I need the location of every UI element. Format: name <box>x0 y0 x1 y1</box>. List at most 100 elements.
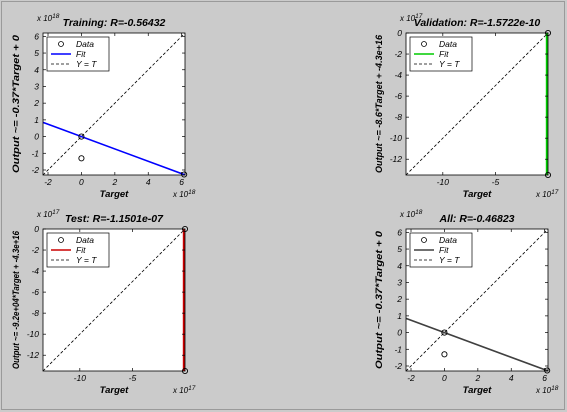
legend-label: Y = T <box>439 255 460 265</box>
y-multiplier: x 1017 <box>399 13 423 23</box>
y-axis-label: Output ~= -8.6*Target + -4.3e+16 <box>374 34 385 173</box>
axes-box <box>42 32 186 176</box>
x-axis-label: Target <box>463 385 493 396</box>
y-multiplier-base: x 10 <box>399 14 416 23</box>
plot-content <box>406 229 548 371</box>
fit-line <box>406 317 548 371</box>
y-multiplier-exp: 17 <box>52 209 60 216</box>
y-tick-label: 1 <box>34 115 39 125</box>
plot-content <box>406 33 548 175</box>
identity-line <box>43 229 185 371</box>
y-multiplier-base: x 10 <box>36 210 53 219</box>
x-tick-label: 4 <box>509 373 514 383</box>
legend-label: Data <box>76 39 94 49</box>
legend-data-symbol <box>421 41 427 47</box>
axes-box <box>405 32 549 176</box>
x-tick-label: -10 <box>74 373 87 383</box>
chart-title: Training: R=-0.56432 <box>63 17 166 29</box>
x-multiplier-base: x 10 <box>535 386 552 395</box>
x-multiplier-base: x 10 <box>172 190 189 199</box>
legend-label: Fit <box>76 245 86 255</box>
plot-content <box>43 229 185 371</box>
legend-label: Fit <box>76 49 86 59</box>
data-point <box>441 329 448 336</box>
y-tick-label: 0 <box>34 132 39 142</box>
chart-title: All: R=-0.46823 <box>439 213 515 225</box>
x-tick-label: 0 <box>79 177 84 187</box>
x-tick-label: 6 <box>179 177 184 187</box>
y-multiplier-base: x 10 <box>36 14 53 23</box>
data-point <box>78 155 85 162</box>
plot-content <box>43 33 185 175</box>
x-multiplier: x 1018 <box>535 385 559 395</box>
x-axis-label: Target <box>100 189 130 200</box>
y-tick-label: 6 <box>34 31 39 41</box>
y-tick-label: -8 <box>394 112 402 122</box>
y-tick-label: -8 <box>31 308 39 318</box>
x-tick-label: 6 <box>542 373 547 383</box>
x-multiplier-base: x 10 <box>535 190 552 199</box>
legend-label: Fit <box>439 49 449 59</box>
identity-line <box>406 33 548 175</box>
y-multiplier: x 1017 <box>36 209 60 219</box>
x-multiplier: x 1018 <box>172 189 196 199</box>
legend-label: Y = T <box>439 59 460 69</box>
y-tick-label: -1 <box>31 148 39 158</box>
legend-data-symbol <box>58 41 64 47</box>
data-point <box>441 351 448 358</box>
y-tick-label: -12 <box>390 154 403 164</box>
y-tick-label: 5 <box>34 48 39 58</box>
y-tick-label: 1 <box>397 311 402 321</box>
y-tick-label: -10 <box>390 133 403 143</box>
x-tick-label: 2 <box>474 373 480 383</box>
axes-box <box>42 228 186 372</box>
y-axis-label: Output ~= -9.2e+04*Target + -4.3e+16 <box>11 230 22 369</box>
legend-label: Data <box>439 39 457 49</box>
identity-line <box>43 33 185 175</box>
y-axis-label: Output ~= -0.37*Target + 0 <box>374 230 385 369</box>
y-multiplier-exp: 18 <box>415 209 423 216</box>
y-tick-label: 3 <box>34 81 39 91</box>
legend-data-symbol <box>421 237 427 243</box>
x-tick-label: 2 <box>111 177 117 187</box>
x-multiplier-exp: 18 <box>551 385 559 392</box>
y-tick-label: -10 <box>27 329 40 339</box>
y-multiplier-base: x 10 <box>399 210 416 219</box>
chart-title: Validation: R=-1.5722e-10 <box>414 17 541 29</box>
y-tick-label: -6 <box>394 91 402 101</box>
x-tick-label: -2 <box>407 373 415 383</box>
y-axis-label: Output ~= -0.37*Target + 0 <box>11 34 22 173</box>
fit-line <box>545 33 548 175</box>
data-point <box>78 133 85 140</box>
y-tick-label: 0 <box>397 28 402 38</box>
y-multiplier-exp: 18 <box>52 13 60 20</box>
x-tick-label: -10 <box>437 177 450 187</box>
x-multiplier-base: x 10 <box>172 386 189 395</box>
legend-label: Y = T <box>76 59 97 69</box>
y-tick-label: -2 <box>31 245 39 255</box>
y-multiplier-exp: 17 <box>415 13 423 20</box>
chart-title: Test: R=-1.1501e-07 <box>65 213 164 225</box>
y-tick-label: -1 <box>394 344 402 354</box>
fit-line <box>43 121 185 175</box>
y-tick-label: 4 <box>34 65 39 75</box>
legend-data-symbol <box>58 237 64 243</box>
x-multiplier-exp: 17 <box>188 385 196 392</box>
x-tick-label: 0 <box>442 373 447 383</box>
x-multiplier-exp: 18 <box>188 189 196 196</box>
x-tick-label: -5 <box>129 373 137 383</box>
fit-line <box>182 229 185 371</box>
y-tick-label: -2 <box>31 165 39 175</box>
y-tick-label: -12 <box>27 350 40 360</box>
y-tick-label: 0 <box>34 224 39 234</box>
y-tick-label: -4 <box>31 266 39 276</box>
x-multiplier-exp: 17 <box>551 189 559 196</box>
legend-label: Fit <box>439 245 449 255</box>
y-tick-label: -4 <box>394 70 402 80</box>
y-tick-label: 5 <box>397 244 402 254</box>
